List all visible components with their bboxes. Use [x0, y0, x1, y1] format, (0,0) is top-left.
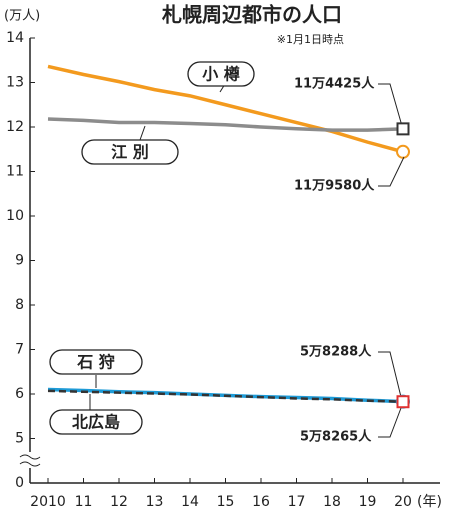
y-tick-label: 13	[6, 75, 24, 91]
legend-box	[49, 409, 143, 435]
end-marker	[396, 395, 410, 409]
x-tick-label: 13	[146, 494, 164, 510]
legend-label: 小 樽	[202, 65, 240, 84]
y-tick-label: 9	[15, 253, 24, 269]
y-tick-label: 14	[6, 30, 24, 46]
x-tick-label: 19	[359, 494, 377, 510]
axis-break	[19, 454, 41, 467]
x-axis-label: (年)	[417, 494, 442, 510]
legend-label: 江 別	[111, 143, 149, 162]
series-line	[47, 64, 404, 154]
chart-title: 札幌周辺都市の人口	[161, 3, 342, 27]
axis-break-gap	[20, 452, 40, 468]
y-tick-label: 7	[15, 342, 24, 358]
y-tick-label: 12	[6, 119, 24, 135]
x-tick-label: 20	[394, 494, 412, 510]
y-tick-label: 0	[15, 475, 24, 491]
y-tick-label: 10	[6, 208, 24, 224]
legend-label: 石 狩	[76, 353, 115, 372]
y-tick-label: 5	[15, 431, 24, 447]
end-marker	[396, 144, 410, 159]
x-tick-label: 2010	[30, 494, 66, 510]
y-tick-label: 8	[15, 297, 24, 313]
legend-box	[81, 139, 179, 165]
end-marker	[396, 122, 410, 136]
legend-box	[187, 61, 255, 87]
chart-subtitle: ※1月1日時点	[277, 33, 344, 46]
x-tick-label: 14	[181, 494, 199, 510]
legend-leader	[139, 125, 146, 141]
value-leader	[378, 83, 403, 127]
y-tick-label: 11	[6, 164, 24, 180]
y-axis-label: (万人)	[4, 9, 40, 24]
value-leader	[378, 156, 405, 187]
x-tick-label: 15	[217, 494, 235, 510]
x-tick-label: 17	[288, 494, 306, 510]
x-tick-label: 12	[110, 494, 128, 510]
x-tick-label: 11	[75, 494, 93, 510]
legend-label: 北広島	[72, 413, 120, 432]
value-label: 11万9580人	[294, 178, 375, 194]
value-leader	[378, 351, 402, 398]
x-tick-label: 18	[323, 494, 341, 510]
series-line	[47, 389, 404, 403]
legend-box	[49, 349, 143, 375]
value-label: 5万8265人	[300, 429, 372, 445]
value-label: 5万8288人	[300, 344, 372, 360]
x-tick-label: 16	[252, 494, 270, 510]
series-line	[47, 117, 404, 132]
y-tick-label: 6	[15, 386, 24, 402]
value-label: 11万4425人	[294, 76, 375, 92]
value-leader	[378, 407, 402, 438]
